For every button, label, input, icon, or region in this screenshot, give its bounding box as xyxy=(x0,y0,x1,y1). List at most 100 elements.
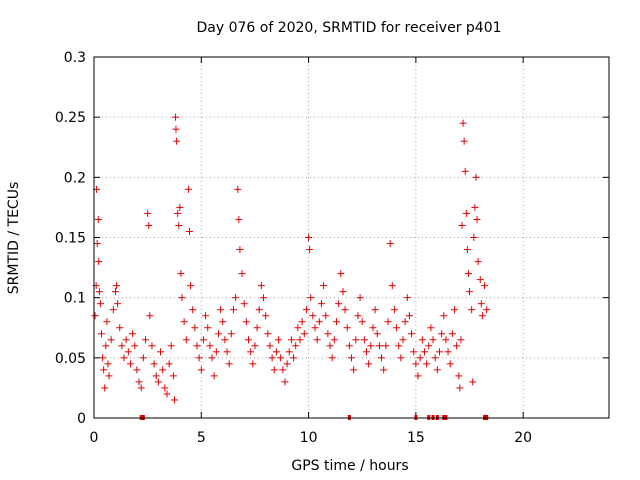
data-point xyxy=(438,330,446,338)
data-point xyxy=(182,336,190,344)
data-point xyxy=(348,354,355,362)
data-point xyxy=(113,282,121,290)
data-point xyxy=(152,372,160,380)
data-point xyxy=(307,294,315,302)
data-point xyxy=(483,306,491,314)
data-point xyxy=(163,390,171,398)
data-point xyxy=(330,336,338,344)
data-point xyxy=(481,282,489,290)
plot-frame xyxy=(93,56,610,419)
data-point xyxy=(395,342,403,350)
data-point xyxy=(170,396,178,404)
data-point xyxy=(103,318,111,326)
data-point xyxy=(292,342,300,350)
data-point xyxy=(165,360,173,368)
data-point xyxy=(236,246,244,254)
data-point xyxy=(212,348,220,356)
data-point xyxy=(150,360,158,368)
y-tick-label: 0.3 xyxy=(64,50,86,66)
data-point xyxy=(253,324,261,332)
data-point xyxy=(133,366,141,374)
data-point xyxy=(414,372,422,380)
data-point xyxy=(418,336,426,344)
data-point xyxy=(405,312,413,320)
data-point xyxy=(332,318,340,326)
data-point xyxy=(137,384,145,392)
data-point xyxy=(242,318,250,326)
data-point xyxy=(91,312,99,320)
data-point xyxy=(365,360,373,368)
data-point xyxy=(217,306,225,314)
data-point xyxy=(399,336,407,344)
data-point xyxy=(268,354,276,362)
data-point xyxy=(219,318,227,326)
data-point xyxy=(386,240,394,248)
data-point xyxy=(410,348,418,356)
data-point xyxy=(358,318,366,326)
data-point xyxy=(343,324,351,332)
data-point xyxy=(461,167,469,175)
data-point xyxy=(257,282,265,290)
data-point xyxy=(448,330,456,338)
data-point xyxy=(451,306,458,314)
data-point xyxy=(142,336,149,344)
data-point xyxy=(227,330,235,338)
x-tick-label: 5 xyxy=(197,430,206,446)
data-point xyxy=(172,125,180,133)
data-point xyxy=(313,336,321,344)
data-point xyxy=(245,336,252,344)
data-point xyxy=(309,312,317,320)
data-point xyxy=(478,312,486,320)
data-point xyxy=(238,270,246,278)
data-point xyxy=(296,336,304,344)
data-point xyxy=(339,288,347,296)
data-point xyxy=(144,209,152,217)
data-point xyxy=(262,312,270,320)
data-point xyxy=(462,209,470,217)
data-point xyxy=(277,354,285,362)
data-point xyxy=(375,342,383,350)
data-point xyxy=(360,336,368,344)
data-point xyxy=(167,342,175,350)
data-point xyxy=(287,336,295,344)
data-point xyxy=(425,342,433,350)
data-point xyxy=(324,330,332,338)
data-point xyxy=(401,318,409,326)
data-point xyxy=(208,354,216,362)
data-point xyxy=(109,306,117,314)
data-point xyxy=(464,270,472,278)
data-point xyxy=(429,336,437,344)
data-point xyxy=(124,348,132,356)
data-point xyxy=(444,348,452,356)
data-point xyxy=(264,330,272,338)
data-point xyxy=(229,306,237,314)
data-point xyxy=(98,330,106,338)
data-point xyxy=(146,312,154,320)
data-point xyxy=(471,203,479,211)
data-point xyxy=(463,246,471,254)
data-point xyxy=(408,330,416,338)
data-point xyxy=(416,354,424,362)
data-point xyxy=(174,209,182,217)
data-point xyxy=(145,221,153,229)
data-point xyxy=(373,330,381,338)
data-point xyxy=(456,384,464,392)
data-point xyxy=(350,366,358,374)
data-point xyxy=(159,366,167,374)
data-point xyxy=(185,227,193,235)
data-point xyxy=(206,342,214,350)
data-point xyxy=(283,360,291,368)
data-point xyxy=(118,342,126,350)
data-point xyxy=(195,354,203,362)
data-point xyxy=(93,240,101,248)
data-point xyxy=(235,215,243,223)
data-point xyxy=(466,288,474,296)
data-point xyxy=(474,258,482,266)
chart-title: Day 076 of 2020, SRMTID for receiver p40… xyxy=(196,20,501,36)
y-tick-label: 0.25 xyxy=(55,110,86,126)
data-point xyxy=(367,342,375,350)
data-point xyxy=(221,336,229,344)
data-point xyxy=(275,336,283,344)
data-point xyxy=(380,366,388,374)
data-point xyxy=(105,372,113,380)
